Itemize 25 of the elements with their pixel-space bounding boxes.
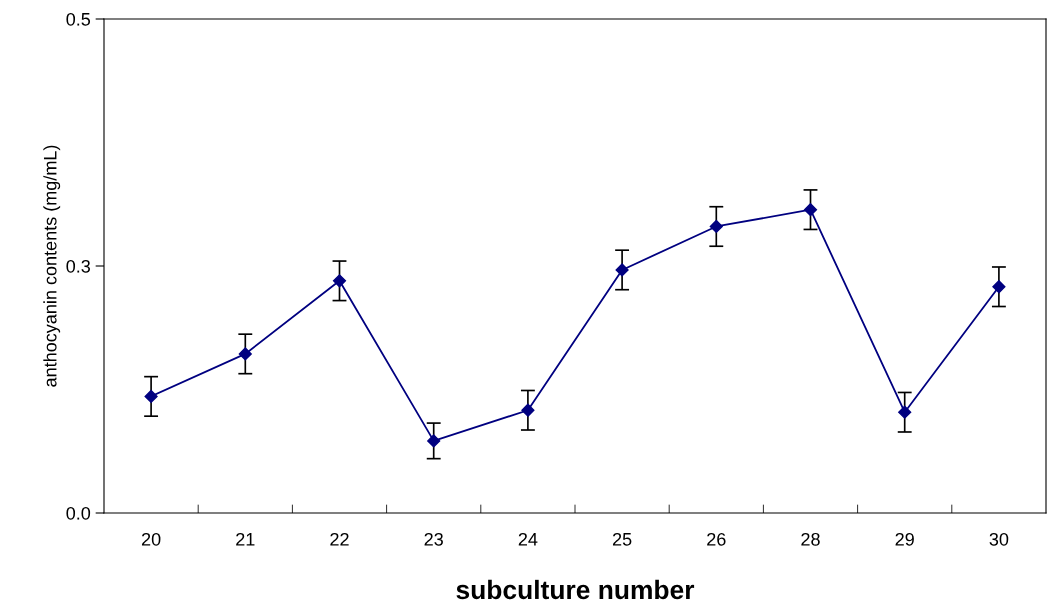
- y-tick-label: 0.3: [66, 259, 91, 273]
- x-tick-label: 23: [424, 532, 443, 546]
- y-axis-title: anthocyanin contents (mg/mL): [43, 145, 61, 387]
- x-tick-label: 22: [330, 532, 349, 546]
- point: [521, 403, 535, 417]
- x-tick-label: 20: [141, 532, 161, 546]
- point: [709, 219, 723, 234]
- point: [803, 203, 818, 217]
- point: [615, 263, 629, 277]
- x-tick-label: 30: [989, 532, 1009, 546]
- x-axis-title: subculture number: [456, 579, 695, 600]
- point: [144, 389, 158, 404]
- x-tick-label: 28: [801, 532, 820, 546]
- x-tick-label: 24: [518, 532, 538, 546]
- point: [427, 434, 441, 448]
- point: [992, 280, 1006, 294]
- point: [898, 405, 912, 419]
- x-tick-label: 25: [612, 532, 632, 546]
- point: [332, 274, 347, 288]
- x-tick-label: 21: [236, 532, 255, 546]
- y-tick-label: 0.0: [66, 506, 91, 520]
- x-tick-label: 29: [895, 532, 914, 546]
- y-tick-label: 0.5: [66, 12, 91, 26]
- x-tick-label: 26: [707, 532, 726, 546]
- point: [238, 347, 252, 361]
